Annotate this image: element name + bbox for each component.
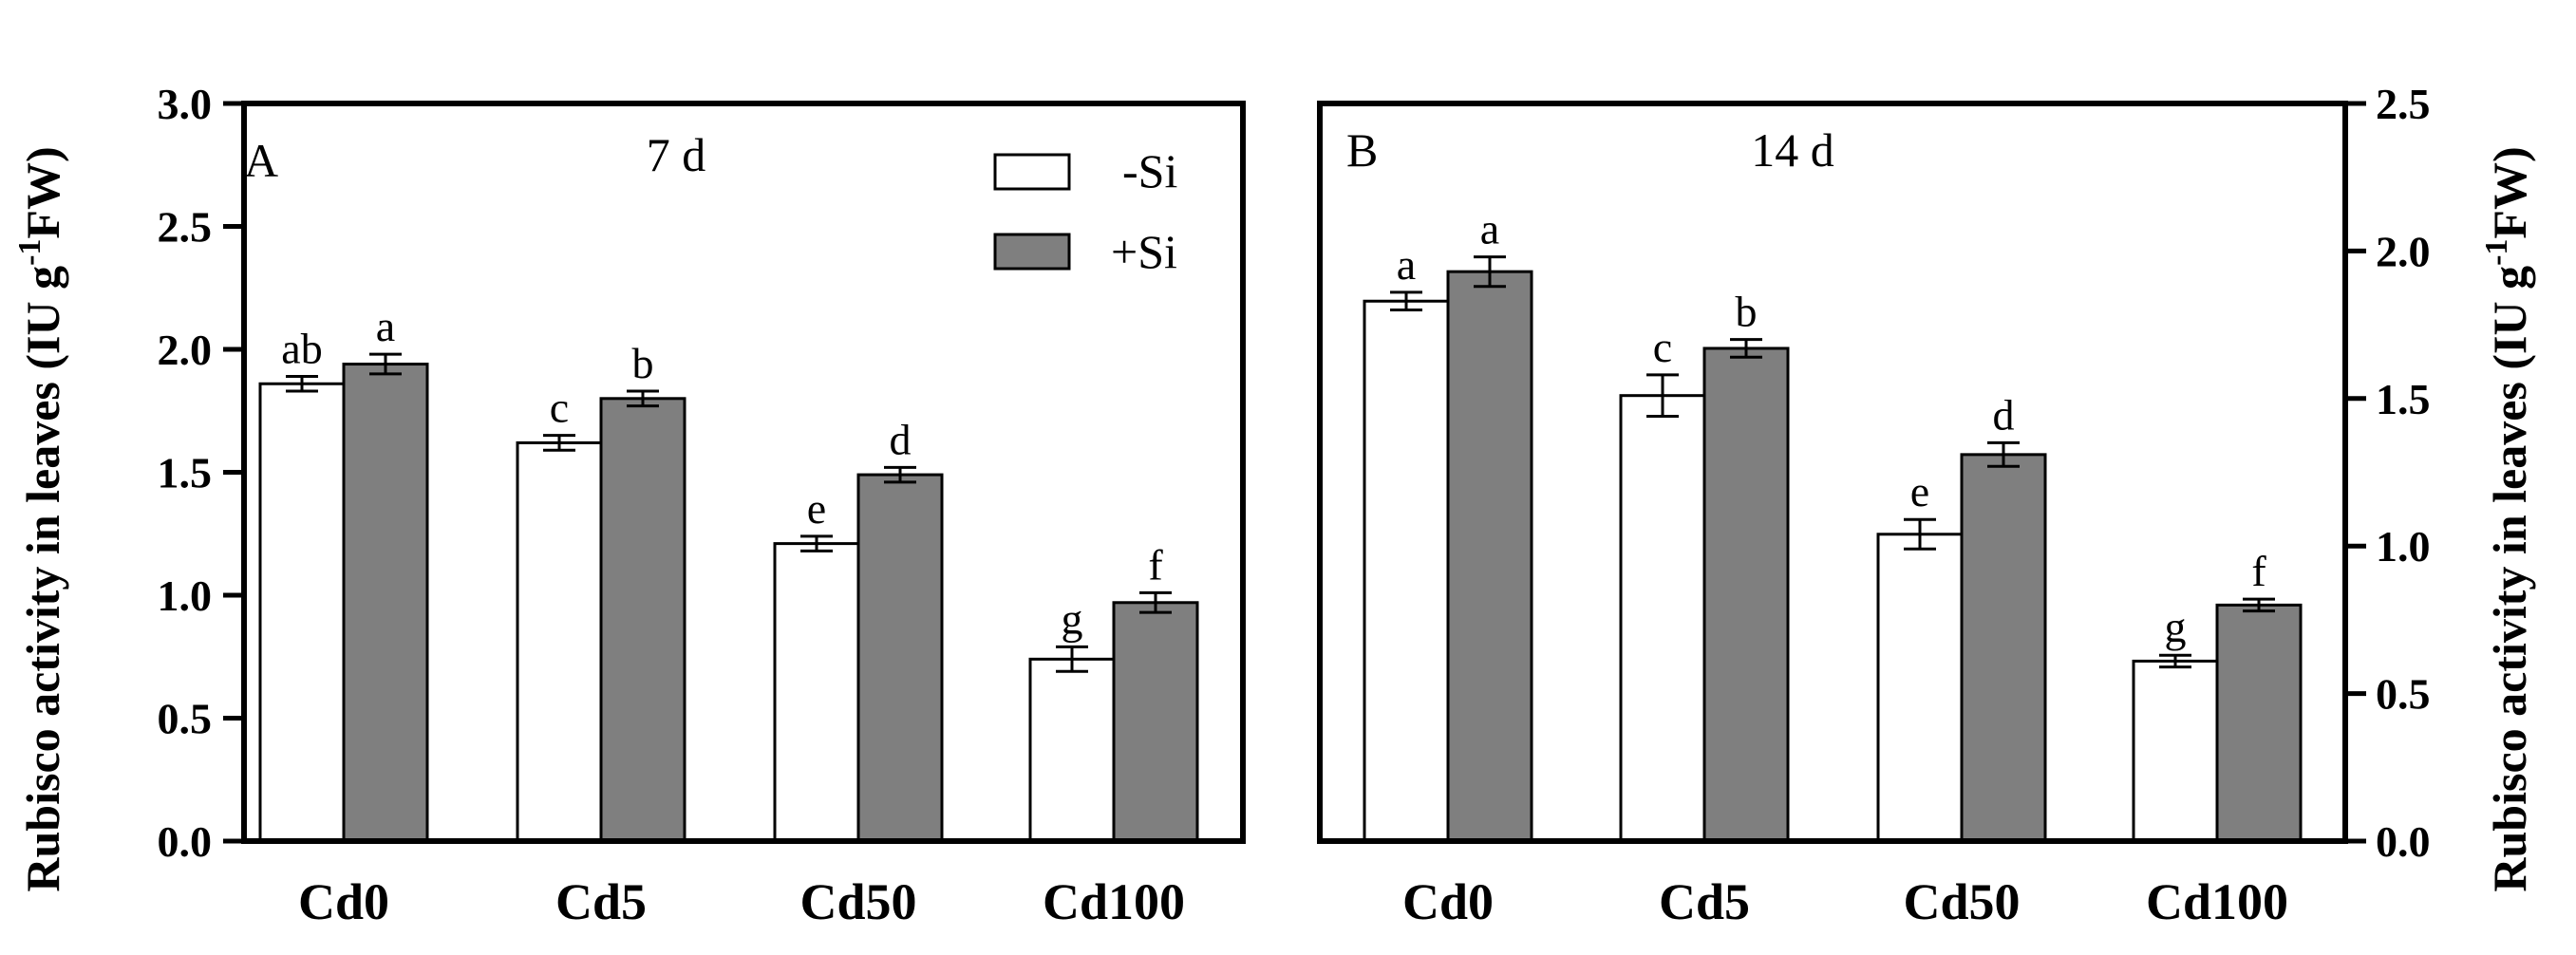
panel-b-y-ticks: 0.0 0.5 1.0 1.5 2.0 2.5	[2345, 80, 2431, 866]
panel-b-bars: a a c b e d g f	[1363, 205, 2303, 843]
x-category-label: Cd0	[298, 873, 389, 930]
y-tick-label: 3.0	[158, 80, 213, 128]
bar-plus-si	[342, 363, 429, 843]
bar-plus-si	[856, 473, 944, 843]
significance-letter: ab	[281, 324, 322, 372]
panel-a-y-axis-title: Rubisco activity in leaves (IU g-1FW)	[12, 146, 69, 891]
y-tick-label: 2.0	[158, 326, 213, 374]
panel-a: Rubisco activity in leaves (IU g-1FW) A …	[12, 80, 1246, 930]
significance-letter: c	[550, 384, 569, 432]
panel-a-letter: A	[244, 134, 278, 187]
significance-letter: a	[1397, 240, 1416, 289]
legend-swatch-minus-si	[993, 153, 1071, 191]
panel-a-bars: ab a c b e d g f	[258, 302, 1199, 843]
bar-minus-si	[1028, 657, 1116, 843]
significance-letter: g	[1062, 594, 1083, 643]
y-tick-label: 1.5	[158, 449, 213, 497]
y-axis-title-unit: FW)	[16, 146, 69, 238]
y-axis-title-main: Rubisco activity in leaves (IU g	[16, 266, 69, 892]
bar-plus-si	[1960, 453, 2047, 843]
significance-letter: e	[807, 484, 826, 533]
significance-letter: d	[1993, 390, 2015, 439]
x-category-label: Cd50	[799, 873, 916, 930]
bar-minus-si	[773, 542, 860, 843]
panel-b-y-axis-title: Rubisco activity in leaves (IU g-1FW)	[2479, 146, 2536, 891]
bar-plus-si	[1446, 270, 1533, 843]
legend-swatch-plus-si	[993, 233, 1071, 271]
y-axis-title-exponent: -1	[12, 239, 47, 266]
y-tick-label: 0.0	[2376, 817, 2431, 866]
bar-minus-si	[258, 382, 346, 843]
y-axis-title-main: Rubisco activity in leaves (IU g	[2483, 266, 2536, 892]
panel-b-frame	[1317, 101, 2348, 844]
significance-letter: b	[1736, 288, 1758, 336]
bar-plus-si	[599, 397, 686, 843]
y-tick-label: 2.0	[2376, 227, 2431, 275]
bar-minus-si	[1363, 299, 1450, 843]
y-tick-label: 0.5	[158, 695, 213, 743]
panel-b-categories: Cd0 Cd5 Cd50 Cd100	[1402, 873, 2288, 930]
legend: -Si +Si	[993, 144, 1177, 278]
y-tick-label: 1.0	[158, 571, 213, 620]
significance-letter: c	[1653, 323, 1672, 371]
bar-plus-si	[1112, 601, 1199, 843]
panel-b-title: 14 d	[1751, 123, 1834, 177]
y-axis-title-unit: FW)	[2483, 146, 2536, 238]
x-category-label: Cd0	[1402, 873, 1494, 930]
significance-letter: a	[1480, 205, 1499, 253]
panel-a-title: 7 d	[647, 128, 706, 181]
x-category-label: Cd5	[1659, 873, 1750, 930]
y-tick-label: 0.0	[158, 817, 213, 866]
significance-letter: f	[2251, 547, 2266, 595]
bar-plus-si	[2215, 603, 2303, 843]
x-category-label: Cd50	[1903, 873, 2020, 930]
bar-minus-si	[1619, 394, 1706, 843]
bar-minus-si	[1876, 533, 1964, 843]
panel-b-letter: B	[1346, 123, 1378, 177]
bar-plus-si	[1702, 346, 1790, 843]
x-category-label: Cd100	[2146, 873, 2288, 930]
panel-a-categories: Cd0 Cd5 Cd50 Cd100	[298, 873, 1185, 930]
significance-letter: d	[890, 415, 912, 463]
x-category-label: Cd5	[555, 873, 647, 930]
y-axis-title-exponent: -1	[2479, 239, 2514, 266]
legend-label-plus-si: +Si	[1111, 225, 1177, 278]
x-category-label: Cd100	[1043, 873, 1185, 930]
legend-label-minus-si: -Si	[1122, 144, 1177, 197]
significance-letter: e	[1910, 467, 1929, 515]
significance-letter: f	[1148, 540, 1163, 589]
bar-minus-si	[2132, 659, 2219, 843]
panel-a-frame	[241, 101, 1246, 844]
significance-letter: a	[376, 302, 395, 350]
significance-letter: b	[632, 339, 654, 387]
y-tick-label: 0.5	[2376, 670, 2431, 719]
bar-minus-si	[516, 440, 603, 843]
y-tick-label: 1.5	[2376, 375, 2431, 423]
y-tick-label: 2.5	[158, 203, 213, 252]
panel-a-y-ticks: 0.0 0.5 1.0 1.5 2.0 2.5 3.0	[158, 80, 244, 866]
significance-letter: g	[2165, 603, 2187, 651]
y-tick-label: 2.5	[2376, 80, 2431, 128]
panel-b: Rubisco activity in leaves (IU g-1FW) B …	[1317, 80, 2536, 930]
y-tick-label: 1.0	[2376, 522, 2431, 571]
